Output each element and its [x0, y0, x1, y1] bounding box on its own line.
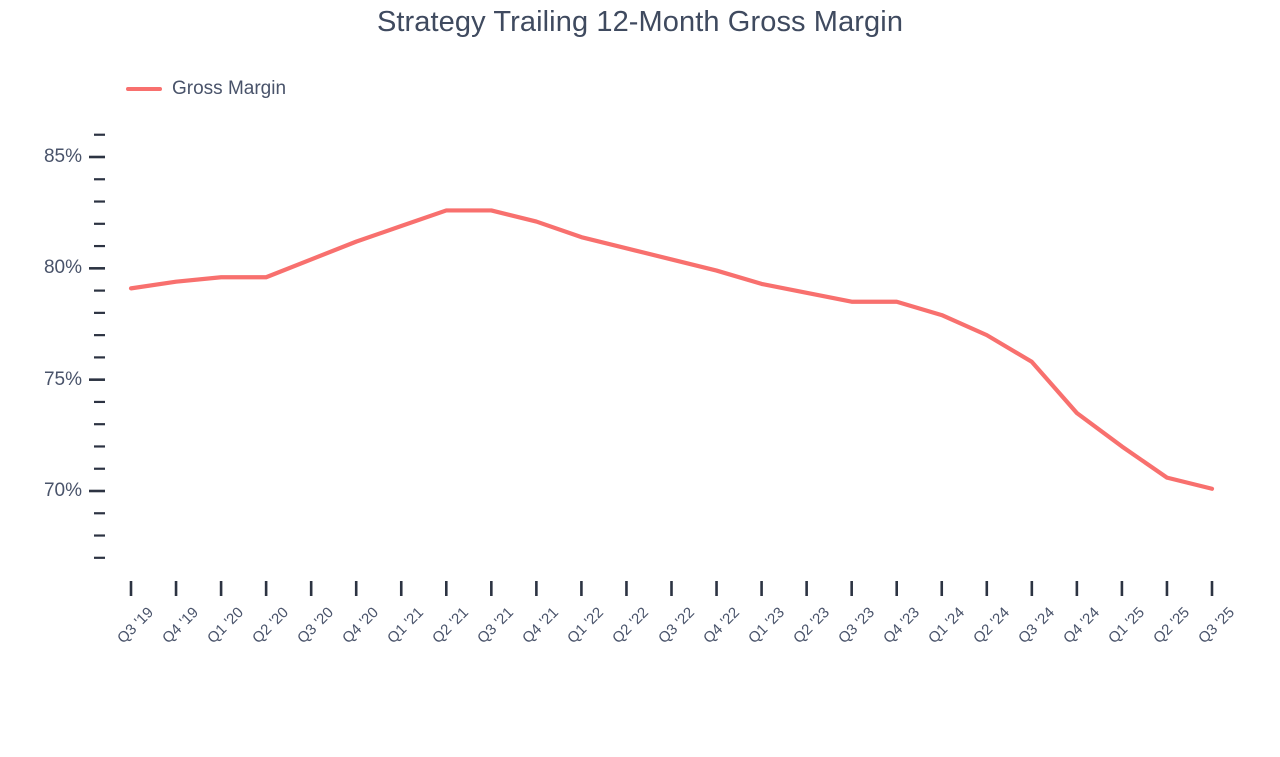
- y-axis-tick-label: 80%: [43, 257, 82, 279]
- legend-entry-label: Gross Margin: [172, 78, 287, 99]
- chart-legend: Gross Margin: [126, 78, 286, 100]
- y-axis-tick-label: 85%: [43, 146, 82, 167]
- chart-title: Strategy Trailing 12-Month Gross Margin: [376, 6, 904, 38]
- y-axis-tick-label: 75%: [43, 368, 82, 390]
- data-series-group: [128, 208, 1215, 491]
- legend-color-swatch-icon: [126, 87, 162, 91]
- series-line-gross-margin: [128, 208, 1215, 491]
- plot-area: [89, 133, 1215, 596]
- y-axis-ticks: [89, 133, 105, 559]
- chart-container: Strategy Trailing 12-Month Gross Margin …: [10, 0, 1238, 720]
- y-axis-tick-label: 70%: [43, 480, 82, 501]
- y-axis-labels: 85% 80% 75% 70%: [10, 0, 82, 720]
- x-axis-labels: Q3 '19 Q4 '19 Q1 '20 Q2 '20 Q3 '20 Q4 '20 Q1 '…: [114, 604, 1238, 647]
- x-axis-ticks: [129, 581, 1214, 596]
